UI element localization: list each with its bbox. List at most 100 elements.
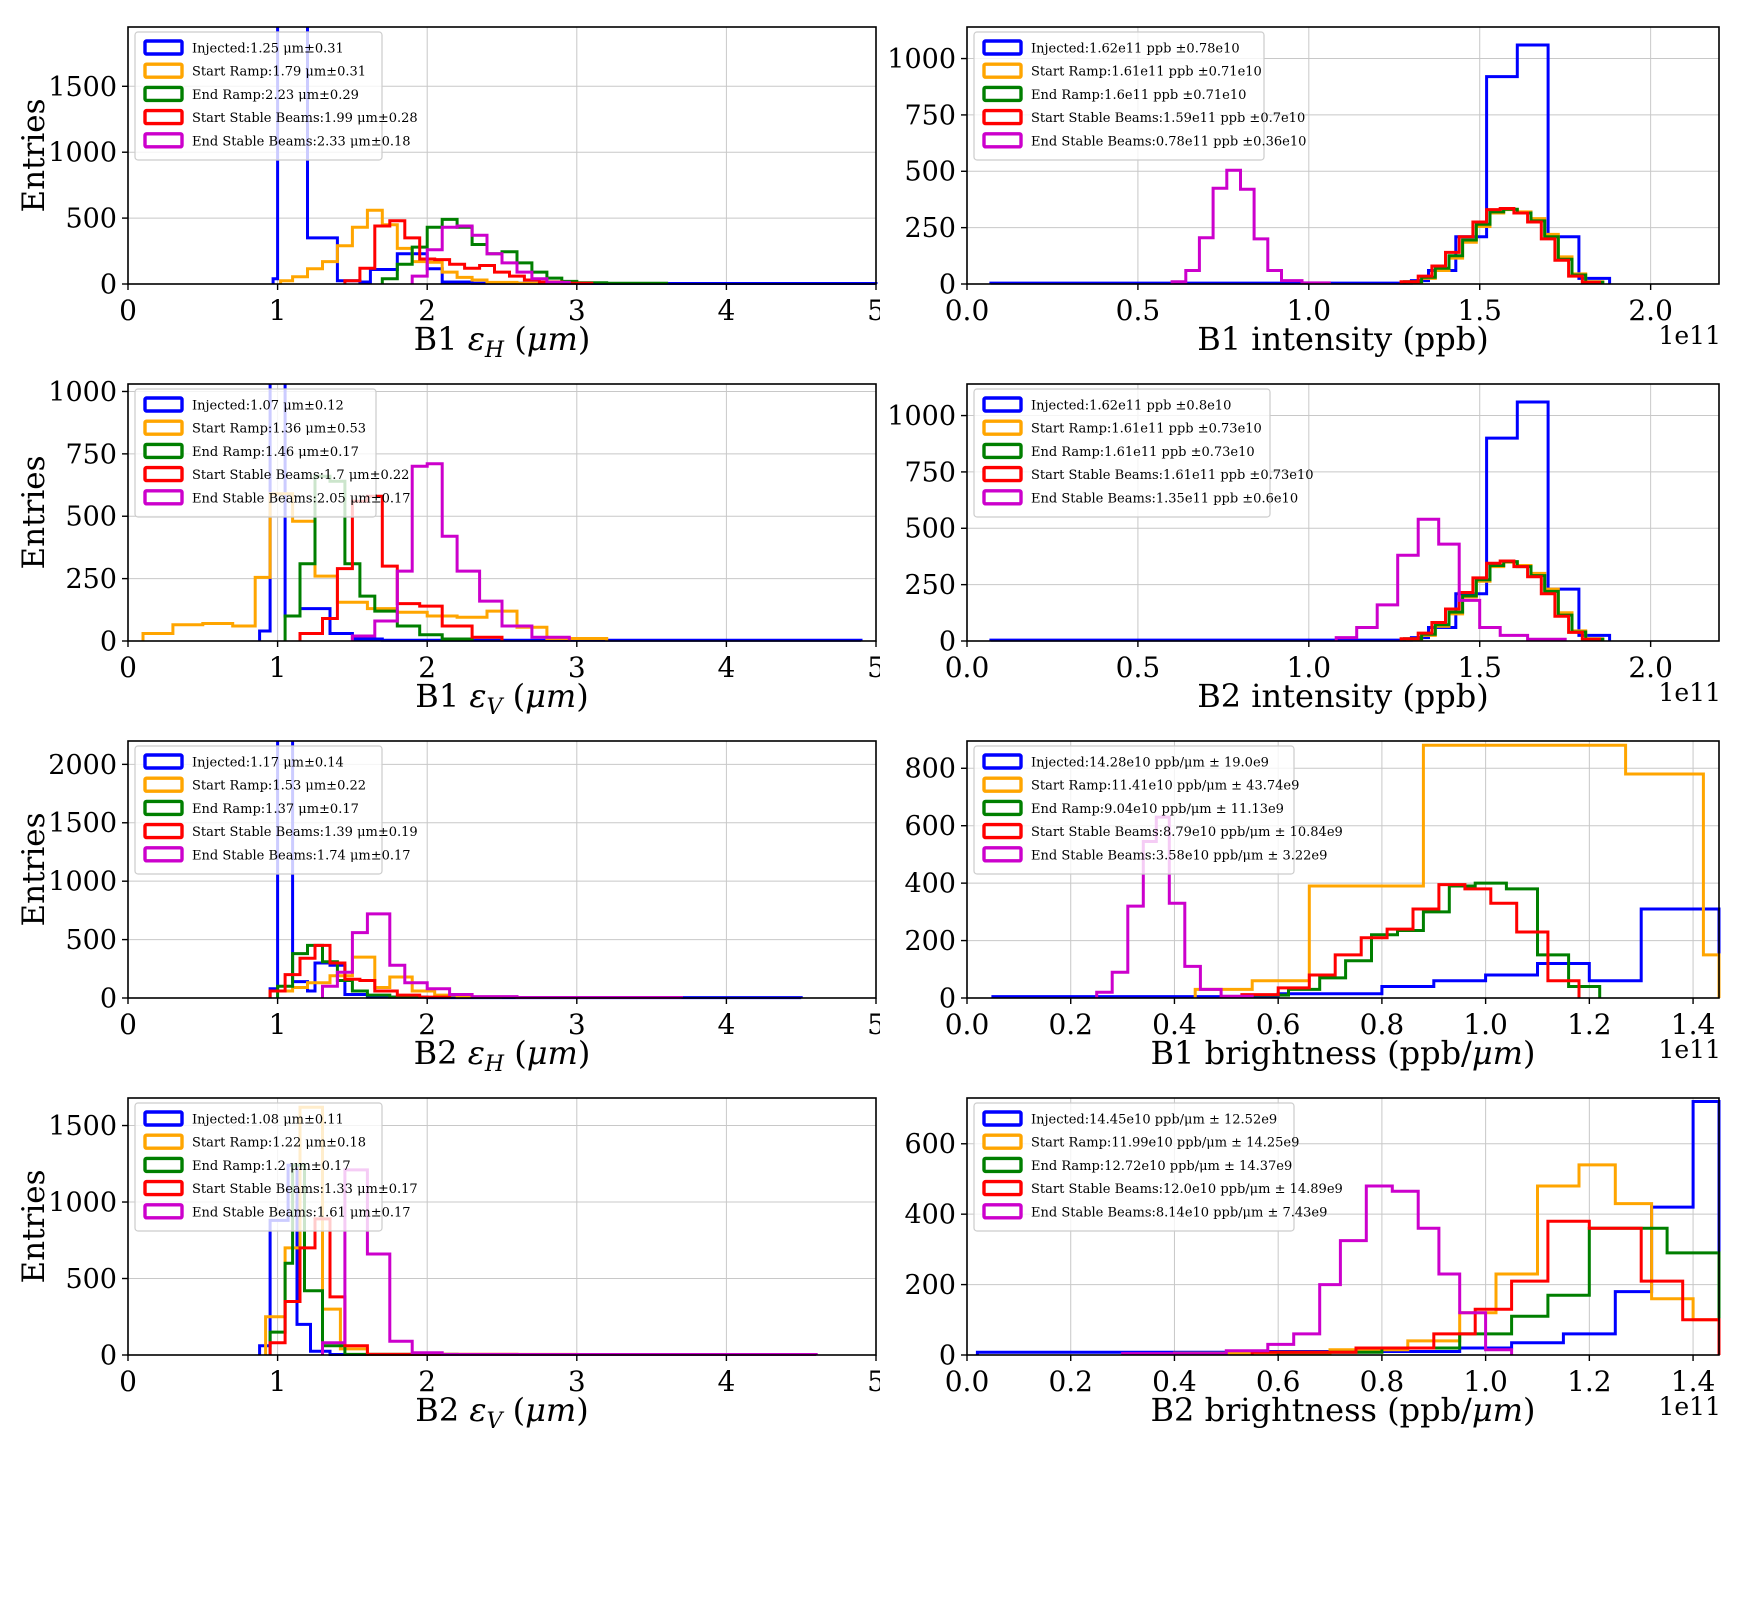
legend-label: Start Ramp:1.22 μm±0.18 — [192, 1136, 366, 1151]
axes-frame — [127, 1097, 877, 1356]
svg-text:750: 750 — [904, 457, 956, 488]
legend-label: Start Ramp:11.99e10 ppb/μm ± 14.25e9 — [1031, 1136, 1299, 1151]
svg-text:1500: 1500 — [48, 1111, 117, 1142]
legend-swatch-end-stable-beams — [143, 132, 184, 149]
legend-swatch-start-ramp — [982, 1133, 1023, 1150]
legend: Injected:14.28e10 ppb/μm ± 19.0e9 Start R… — [973, 745, 1343, 875]
svg-text:0: 0 — [939, 626, 956, 657]
series-group — [975, 1100, 1721, 1356]
legend-label: End Ramp:1.2 μm±0.17 — [192, 1159, 351, 1174]
legend-label: End Ramp:1.46 μm±0.17 — [192, 445, 359, 460]
legend-label: End Ramp:12.72e10 ppb/μm ± 14.37e9 — [1031, 1159, 1292, 1174]
legend-swatch-end-stable-beams — [982, 489, 1023, 506]
x-axis-label: B1 εV (μm) — [415, 677, 588, 714]
legend-swatch-end-stable-beams — [143, 489, 184, 506]
svg-text:0.8: 0.8 — [1360, 1008, 1405, 1041]
svg-text:0: 0 — [939, 983, 956, 1014]
series-end-ramp — [380, 217, 669, 285]
axis-offset-label: 1e11 — [1658, 1035, 1721, 1064]
legend-swatch-start-stable-beams — [982, 465, 1023, 483]
svg-text:200: 200 — [904, 926, 956, 957]
svg-text:5: 5 — [867, 1365, 880, 1398]
series-group — [989, 400, 1612, 642]
svg-text:0: 0 — [119, 294, 137, 327]
y-axis-label: Entries — [16, 455, 52, 569]
series-end-ramp — [1276, 1226, 1721, 1355]
legend-label: Start Stable Beams:1.39 μm±0.19 — [192, 825, 418, 840]
series-start-ramp — [279, 208, 564, 285]
y-axis-label: Entries — [16, 812, 52, 926]
svg-text:4: 4 — [717, 1365, 735, 1398]
svg-text:1.0: 1.0 — [1463, 1008, 1508, 1041]
axes-frame — [966, 383, 1720, 642]
svg-text:1000: 1000 — [48, 377, 117, 408]
svg-text:1.0: 1.0 — [1463, 1365, 1508, 1398]
plot-b2-emittance-v: 0 1 2 3 4 5 0 500 1000 1500 B2 εV (μm) Entries Injec… — [0, 1071, 880, 1428]
series-end-ramp — [1250, 881, 1602, 998]
legend-label: Injected:1.62e11 ppb ±0.78e10 — [1031, 42, 1240, 57]
svg-text:750: 750 — [65, 439, 117, 470]
legend-swatch-start-ramp — [143, 776, 184, 793]
legend-swatch-end-ramp — [982, 85, 1023, 103]
b1-intensity-chart: 0.0 0.5 1.0 1.5 2.0 0 250 500 750 1000 B1 intensit… — [887, 26, 1721, 357]
svg-text:2000: 2000 — [48, 750, 117, 781]
svg-text:5: 5 — [867, 651, 880, 684]
legend-swatch-injected — [982, 396, 1023, 413]
b1-emittance-v-chart: 0 1 2 3 4 5 0 250 500 750 1000 B1 εV (μm) Entries Inj… — [16, 377, 880, 714]
svg-text:0.5: 0.5 — [1116, 294, 1161, 327]
svg-text:0.5: 0.5 — [1116, 651, 1161, 684]
svg-text:0: 0 — [119, 1365, 137, 1398]
series-start-stable-beams — [1250, 1219, 1721, 1355]
legend: Injected:1.62e11 ppb ±0.78e10 Start Ramp:… — [973, 31, 1306, 161]
series-start-stable-beams — [1399, 559, 1601, 641]
legend-label: Start Stable Beams:12.0e10 ppb/μm ± 14.8… — [1031, 1182, 1343, 1197]
svg-text:0.0: 0.0 — [945, 294, 990, 327]
svg-text:0: 0 — [119, 651, 137, 684]
legend-label: Start Ramp:1.79 μm±0.31 — [192, 65, 366, 80]
tick-labels: 0 1 2 3 4 5 0 500 1000 1500 — [48, 1111, 880, 1398]
legend-swatch-injected — [143, 1110, 184, 1127]
b2-emittance-v-chart: 0 1 2 3 4 5 0 500 1000 1500 B2 εV (μm) Entries Injec… — [16, 1097, 880, 1428]
legend-swatch-end-ramp — [982, 442, 1023, 460]
svg-text:1000: 1000 — [48, 138, 117, 169]
legend-swatch-start-stable-beams — [143, 1179, 184, 1197]
legend-swatch-end-stable-beams — [982, 846, 1023, 863]
legend-label: Start Stable Beams:1.33 μm±0.17 — [192, 1182, 418, 1197]
legend-swatch-start-stable-beams — [143, 108, 184, 126]
svg-text:0: 0 — [100, 983, 117, 1014]
svg-text:1.5: 1.5 — [1457, 294, 1502, 327]
svg-text:1.2: 1.2 — [1567, 1008, 1612, 1041]
legend-swatch-start-stable-beams — [982, 822, 1023, 840]
series-end-ramp — [283, 474, 474, 641]
legend-label: Injected:1.17 μm±0.14 — [192, 756, 344, 771]
b2-intensity-chart: 0.0 0.5 1.0 1.5 2.0 0 250 500 750 1000 B2 intensit… — [887, 383, 1721, 714]
svg-text:0: 0 — [939, 1340, 956, 1371]
svg-text:0: 0 — [100, 626, 117, 657]
svg-text:2: 2 — [418, 651, 436, 684]
axes-frame — [127, 383, 877, 642]
legend-label: End Stable Beams:1.35e11 ppb ±0.6e10 — [1031, 491, 1298, 506]
svg-text:400: 400 — [904, 1200, 956, 1231]
legend-label: Injected:1.07 μm±0.12 — [192, 399, 344, 414]
svg-text:1.2: 1.2 — [1567, 1365, 1612, 1398]
svg-text:1000: 1000 — [887, 44, 956, 75]
axes-frame — [966, 26, 1720, 285]
legend: Injected:1.07 μm±0.12 Start Ramp:1.36 μm±… — [134, 388, 411, 518]
svg-text:1.5: 1.5 — [1457, 651, 1502, 684]
svg-text:600: 600 — [904, 1129, 956, 1160]
series-group — [991, 743, 1721, 999]
svg-text:0.0: 0.0 — [945, 651, 990, 684]
series-start-stable-beams — [343, 219, 594, 285]
legend-swatch-injected — [143, 39, 184, 56]
legend-swatch-end-ramp — [143, 799, 184, 817]
series-start-ramp — [268, 955, 504, 999]
y-axis-label: Entries — [16, 1169, 52, 1283]
legend-swatch-start-ramp — [982, 62, 1023, 79]
svg-text:0: 0 — [939, 269, 956, 300]
legend-label: End Ramp:1.61e11 ppb ±0.73e10 — [1031, 445, 1255, 460]
legend-swatch-start-stable-beams — [982, 108, 1023, 126]
axes-frame — [966, 740, 1720, 999]
svg-text:500: 500 — [904, 514, 956, 545]
legend-label: End Stable Beams:2.33 μm±0.18 — [192, 134, 411, 149]
